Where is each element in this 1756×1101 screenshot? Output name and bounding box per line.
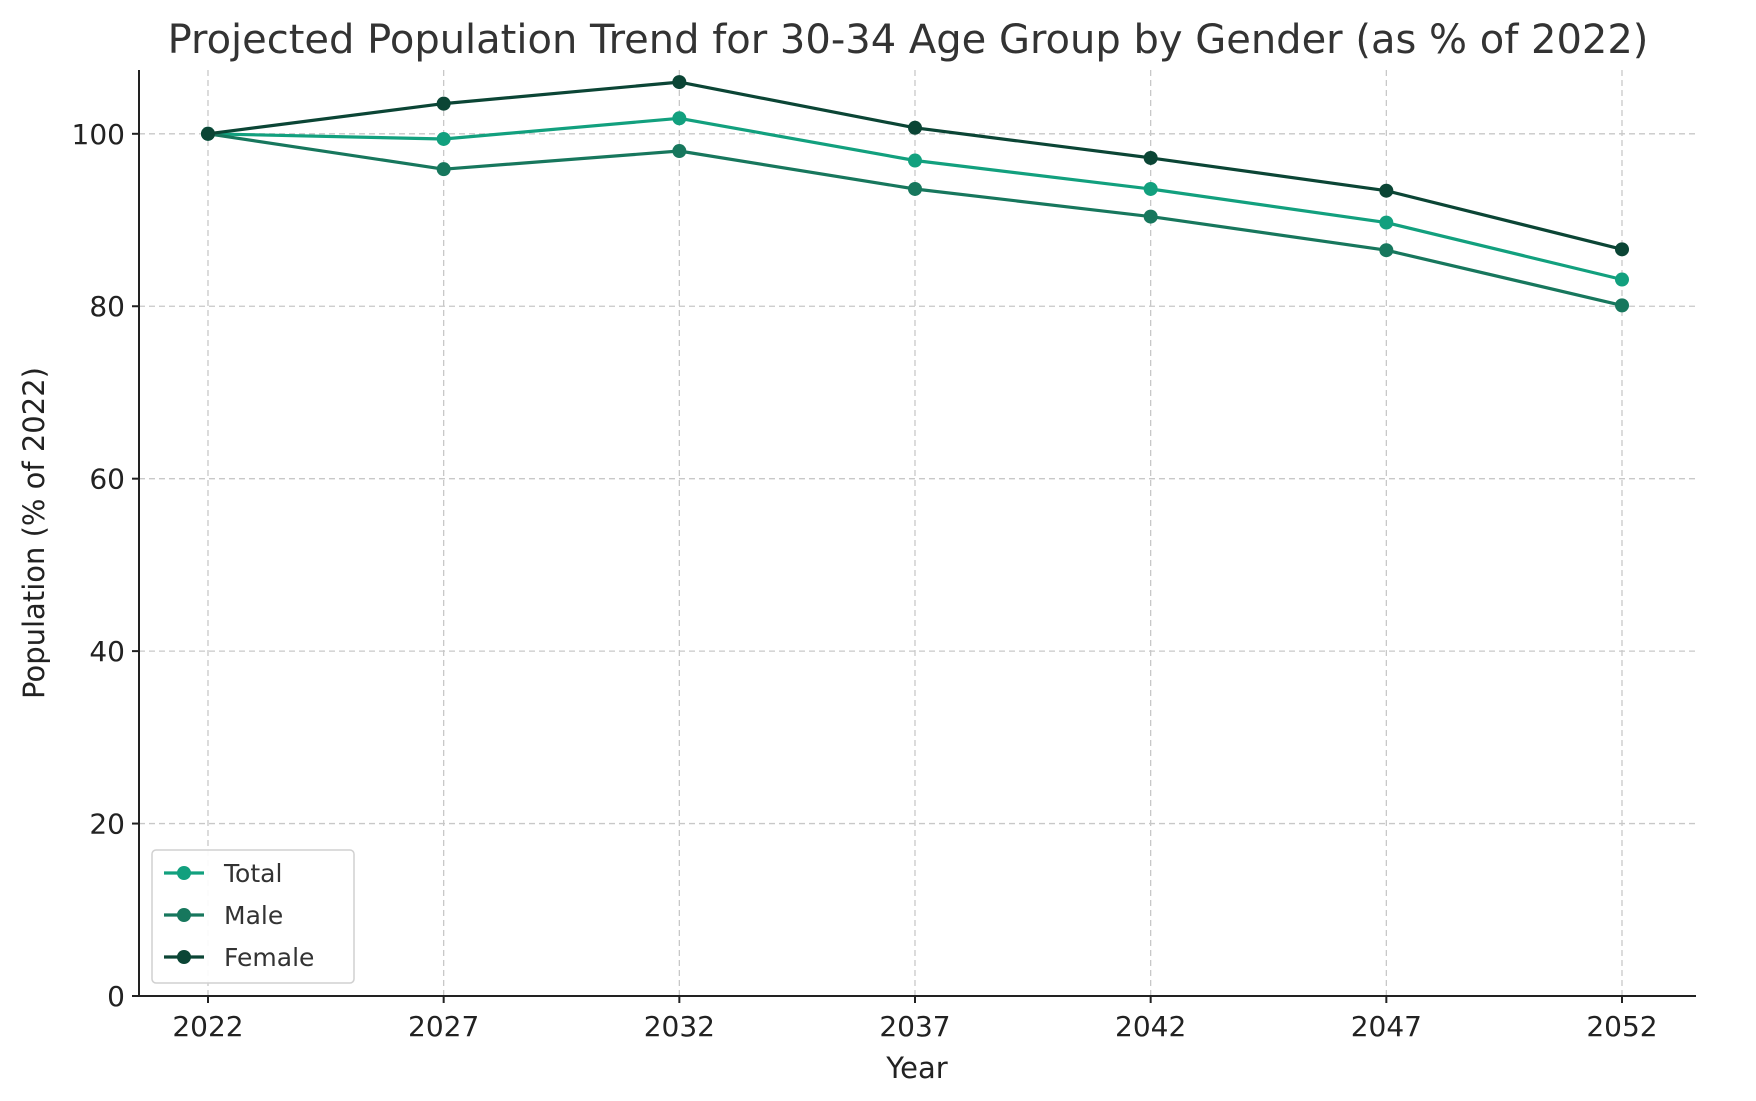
legend-swatch-marker bbox=[177, 908, 191, 922]
legend-swatch-marker bbox=[177, 866, 191, 880]
data-point-female bbox=[908, 120, 922, 135]
ticks: 2022 2027 2032 2037 2042 2047 2052 0 20 40 60 80 100 bbox=[72, 118, 1658, 1043]
legend-frame bbox=[151, 849, 355, 984]
chart-title: Projected Population Trend for 30-34 Age… bbox=[168, 17, 1649, 63]
data-point-female bbox=[1379, 183, 1394, 198]
x-tick-label: 2037 bbox=[879, 1010, 950, 1043]
legend-label: Total bbox=[223, 859, 282, 888]
x-tick-label: 2027 bbox=[408, 1010, 479, 1043]
data-point-female bbox=[1615, 242, 1629, 257]
x-tick-label: 2032 bbox=[644, 1010, 715, 1043]
data-point-total bbox=[1143, 181, 1158, 196]
x-tick-label: 2042 bbox=[1115, 1010, 1186, 1043]
data-point-male bbox=[1143, 209, 1158, 224]
y-axis-label: Population (% of 2022) bbox=[17, 367, 51, 699]
data-point-total bbox=[436, 131, 451, 146]
x-tick-label: 2022 bbox=[172, 1010, 243, 1043]
x-tick-label: 2052 bbox=[1586, 1010, 1657, 1043]
y-tick-label: 0 bbox=[107, 980, 125, 1013]
legend-label: Male bbox=[224, 901, 283, 930]
data-point-female bbox=[672, 75, 687, 90]
legend-swatch-marker bbox=[177, 950, 191, 964]
data-point-female bbox=[1143, 150, 1158, 165]
y-tick-label: 100 bbox=[72, 118, 125, 151]
x-axis-label: Year bbox=[885, 1051, 947, 1085]
y-tick-label: 80 bbox=[89, 290, 125, 323]
data-point-total bbox=[908, 153, 922, 168]
data-point-male bbox=[672, 144, 687, 159]
data-point-male bbox=[1615, 298, 1629, 313]
data-point-female bbox=[436, 96, 451, 111]
data-point-male bbox=[908, 181, 922, 196]
x-tick-label: 2047 bbox=[1351, 1010, 1422, 1043]
y-tick-label: 20 bbox=[89, 808, 125, 841]
y-tick-label: 40 bbox=[89, 635, 125, 668]
legend-item-male: Male bbox=[164, 901, 283, 930]
data-point-male bbox=[436, 162, 451, 177]
series-female bbox=[201, 75, 1629, 257]
data-point-total bbox=[1615, 272, 1629, 287]
legend: Total Male Female bbox=[151, 849, 355, 984]
data-point-total bbox=[1379, 215, 1394, 230]
data-point-female bbox=[201, 126, 215, 141]
y-tick-label: 60 bbox=[89, 463, 125, 496]
data-point-male bbox=[1379, 243, 1394, 258]
axes bbox=[138, 70, 1696, 997]
data-point-total bbox=[672, 111, 687, 126]
legend-label: Female bbox=[224, 943, 314, 972]
series bbox=[201, 75, 1629, 313]
legend-item-female: Female bbox=[164, 943, 314, 972]
legend-item-total: Total bbox=[164, 859, 282, 888]
